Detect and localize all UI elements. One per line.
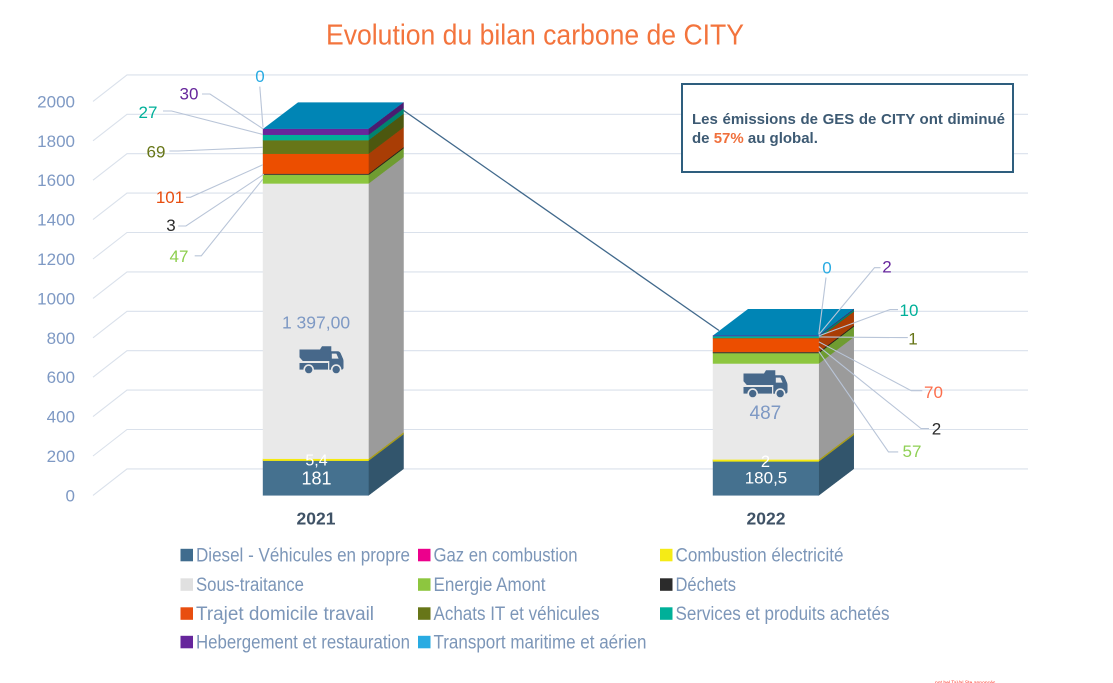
svg-text:Services et produits achetés: Services et produits achetés [676, 604, 890, 625]
svg-text:69: 69 [147, 143, 166, 162]
svg-text:1200: 1200 [37, 250, 75, 269]
svg-text:181: 181 [301, 469, 331, 489]
svg-text:Sous-traitance: Sous-traitance [196, 575, 304, 596]
svg-text:0: 0 [66, 486, 75, 505]
svg-text:30: 30 [180, 85, 199, 104]
svg-text:Déchets: Déchets [676, 575, 737, 596]
svg-text:Combustion électricité: Combustion électricité [676, 546, 844, 567]
svg-text:5,4: 5,4 [305, 453, 327, 470]
svg-text:70: 70 [924, 383, 943, 402]
svg-text:Transport maritime et aérien: Transport maritime et aérien [434, 633, 647, 654]
svg-text:1800: 1800 [37, 132, 75, 151]
svg-text:Diesel - Véhicules en propre: Diesel - Véhicules en propre [196, 546, 410, 567]
svg-text:600: 600 [47, 368, 75, 387]
svg-text:not bel TaVal Ste annoncés: not bel TaVal Ste annoncés [935, 681, 996, 683]
svg-text:Energie Amont: Energie Amont [434, 575, 547, 596]
svg-text:2: 2 [882, 258, 891, 277]
svg-text:101: 101 [156, 188, 184, 207]
svg-text:47: 47 [170, 247, 189, 266]
svg-text:2021: 2021 [297, 509, 336, 529]
svg-text:200: 200 [47, 447, 75, 466]
svg-text:1600: 1600 [37, 171, 75, 190]
svg-text:180,5: 180,5 [745, 469, 788, 488]
svg-text:800: 800 [47, 329, 75, 348]
svg-text:2: 2 [761, 453, 770, 471]
svg-text:Gaz en combustion: Gaz en combustion [434, 546, 578, 567]
svg-text:Trajet domicile travail: Trajet domicile travail [196, 604, 374, 625]
svg-text:0: 0 [822, 259, 831, 278]
svg-text:2000: 2000 [37, 92, 75, 111]
svg-text:487: 487 [750, 403, 782, 424]
svg-text:Evolution du bilan carbone de: Evolution du bilan carbone de CITY [326, 20, 744, 52]
svg-text:1: 1 [908, 330, 917, 349]
svg-text:10: 10 [900, 301, 919, 320]
svg-text:3: 3 [166, 216, 175, 235]
svg-text:2022: 2022 [747, 509, 786, 529]
svg-text:Achats IT et véhicules: Achats IT et véhicules [434, 604, 600, 625]
svg-text:1400: 1400 [37, 211, 75, 230]
svg-text:Hebergement et restauration: Hebergement et restauration [196, 633, 410, 654]
svg-text:0: 0 [255, 67, 264, 86]
svg-text:1000: 1000 [37, 289, 75, 308]
svg-text:2: 2 [932, 420, 941, 439]
svg-text:1 397,00: 1 397,00 [282, 313, 350, 333]
svg-text:57: 57 [903, 442, 922, 461]
svg-text:400: 400 [47, 408, 75, 427]
svg-text:27: 27 [139, 103, 158, 122]
